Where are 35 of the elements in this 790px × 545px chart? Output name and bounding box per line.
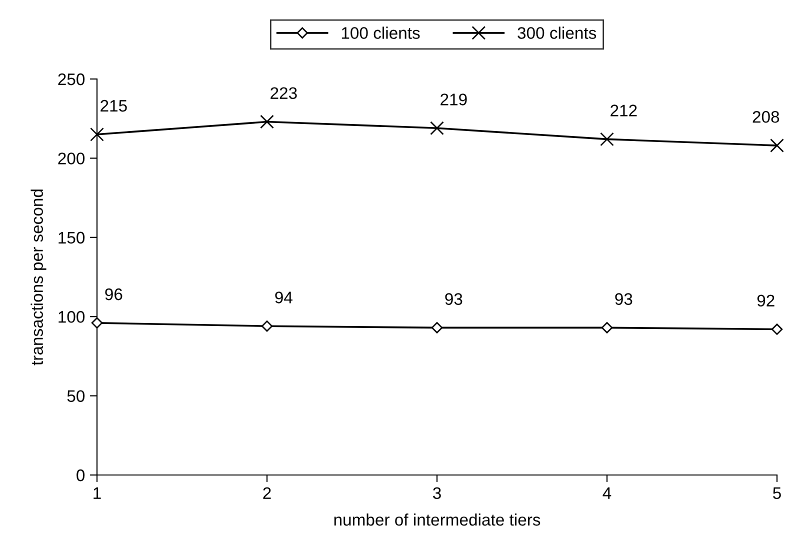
point: [90, 127, 104, 142]
point: [601, 322, 613, 334]
x-axis-title: number of intermediate tiers: [334, 513, 540, 526]
point: [430, 121, 444, 136]
y-tick-label: 200: [58, 152, 85, 164]
x-tick-label: 4: [602, 487, 612, 499]
point: [260, 114, 274, 129]
data-label: 96: [105, 288, 122, 300]
y-tick-label: 50: [67, 390, 85, 402]
legend-label: 300 clients: [518, 26, 596, 39]
data-label: 93: [615, 293, 632, 305]
data-label: 208: [752, 110, 780, 123]
data-label: 223: [270, 87, 297, 100]
legend-label: 100 clients: [342, 26, 420, 39]
x-tick-label: 3: [433, 487, 441, 500]
point: [600, 132, 614, 146]
data-label: 94: [275, 292, 292, 304]
data-label: 215: [100, 100, 127, 112]
point: [261, 320, 273, 332]
y-tick-label: 0: [76, 469, 85, 482]
x-tick-label: 2: [263, 487, 271, 499]
point: [770, 138, 784, 152]
y-axis-title: transactions per second: [30, 190, 46, 366]
point: [771, 324, 783, 335]
data-label: 93: [445, 293, 462, 305]
data-label: 212: [610, 104, 637, 116]
y-tick-label: 250: [58, 73, 85, 86]
data-label: 92: [757, 294, 774, 307]
y-tick-label: 150: [58, 232, 85, 244]
data-label: 219: [440, 94, 467, 106]
point: [431, 322, 443, 334]
x-tick-label: 5: [773, 487, 781, 500]
y-tick-label: 100: [58, 311, 85, 323]
point: [91, 317, 103, 329]
x-tick-label: 1: [94, 487, 101, 499]
